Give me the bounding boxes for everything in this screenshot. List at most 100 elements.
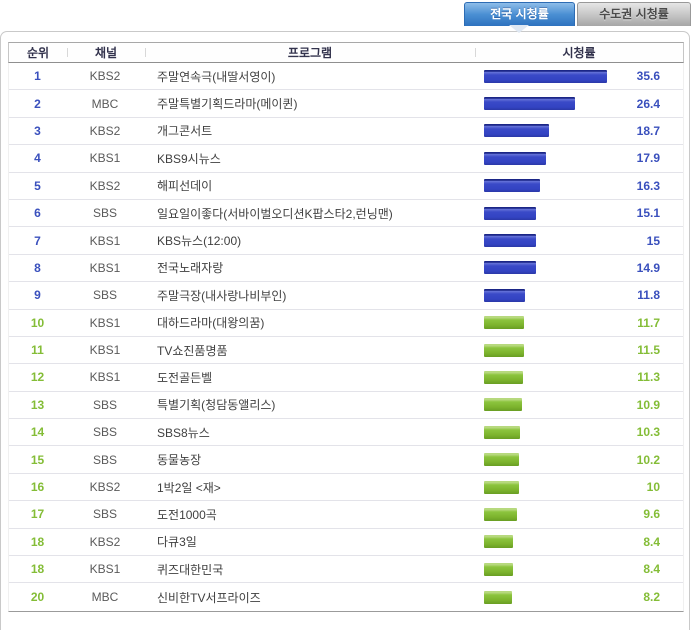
rank-cell: 16 [30,480,45,495]
program-cell: 개그콘서트 [157,124,213,139]
rating-bar [484,343,524,357]
active-tab-arrow-icon [509,25,529,33]
rating-bar [484,535,513,549]
rank-cell: 17 [30,507,45,522]
column-header-rating: 시청률 [475,44,683,61]
table-row: 9 SBS 주말극장(내사랑나비부인) 11.8 [9,282,683,310]
channel-cell: SBS [92,397,117,412]
channel-cell: KBS2 [89,123,121,138]
table-header-row: 순위 채널 프로그램 시청률 [8,42,684,63]
channel-cell: SBS [92,288,117,303]
rating-value: 8.2 [643,590,660,605]
rank-cell: 13 [30,397,45,412]
rating-bar [484,316,525,330]
rating-bar [484,179,541,193]
ratings-table: 순위 채널 프로그램 시청률 1 KBS2 주말연속극(내딸서영이) 35.6 … [8,42,684,612]
rating-value: 9.6 [643,507,660,522]
rating-bar [484,234,536,248]
channel-cell: SBS [92,425,117,440]
program-cell: 특별기획(청담동앨리스) [157,398,276,413]
rank-cell: 9 [34,288,41,303]
rating-cell: 11.8 [474,288,683,302]
table-row: 18 KBS2 다큐3일 8.4 [9,528,683,557]
table-row: 13 SBS 특별기획(청담동앨리스) 10.9 [9,391,683,420]
program-cell: 해피선데이 [157,179,213,194]
rating-bar [484,97,576,111]
table-row: 15 SBS 동물농장 10.2 [9,446,683,474]
rating-value: 14.9 [636,260,660,275]
program-cell: 1박2일 <재> [157,480,221,495]
channel-cell: KBS1 [89,343,121,358]
rating-bar [484,562,513,576]
table-row: 5 KBS2 해피선데이 16.3 [9,172,683,200]
table-row: 4 KBS1 KBS9시뉴스 17.9 [9,145,683,173]
rating-value: 16.3 [636,178,660,193]
program-cell: 주말특별기획드라마(메이퀸) [157,97,298,112]
table-row: 1 KBS2 주말연속극(내딸서영이) 35.6 [9,63,683,91]
channel-cell: SBS [92,507,117,522]
table-row: 8 KBS1 전국노래자랑 14.9 [9,254,683,283]
program-cell: 전국노래자랑 [157,261,224,276]
rating-cell: 17.9 [474,151,683,165]
table-body: 1 KBS2 주말연속극(내딸서영이) 35.6 2 MBC 주말특별기획드라마… [8,63,684,612]
tab-national-ratings[interactable]: 전국 시청률 [464,2,575,26]
rating-bar [484,370,523,384]
rating-bar [484,206,537,220]
rating-bar [484,151,546,165]
rating-value: 8.4 [643,562,660,577]
program-cell: KBS뉴스(12:00) [157,234,242,249]
table-row: 18 KBS1 퀴즈대한민국 8.4 [9,556,683,584]
channel-cell: KBS2 [89,534,121,549]
rating-value: 18.7 [636,123,660,138]
rating-bar [484,398,522,412]
rating-bar [484,590,513,604]
rating-cell: 10 [474,480,683,494]
program-cell: 다큐3일 [157,535,197,550]
channel-cell: SBS [92,452,117,467]
rank-cell: 1 [34,69,41,84]
rating-value: 11.5 [637,343,660,358]
tab-metro-ratings[interactable]: 수도권 시청률 [577,2,691,26]
table-row: 2 MBC 주말특별기획드라마(메이퀸) 26.4 [9,90,683,118]
rating-cell: 26.4 [474,97,683,111]
rank-cell: 15 [30,452,45,467]
rating-bar [484,124,549,138]
rating-cell: 35.6 [474,69,683,83]
table-row: 12 KBS1 도전골든벨 11.3 [9,364,683,392]
rating-cell: 9.6 [474,507,683,521]
rating-bar [484,69,607,83]
rank-cell: 8 [34,260,41,275]
rank-cell: 3 [34,123,41,138]
channel-cell: KBS1 [89,562,121,577]
program-cell: SBS8뉴스 [157,425,210,440]
rating-bar [484,261,536,275]
rating-value: 10 [646,480,660,495]
program-cell: 도전골든벨 [157,370,213,385]
table-row: 10 KBS1 대하드라마(대왕의꿈) 11.7 [9,309,683,337]
channel-cell: KBS2 [89,178,121,193]
rating-cell: 15 [474,234,683,248]
rank-cell: 11 [31,343,44,358]
program-cell: TV쇼진품명품 [157,343,228,358]
channel-cell: KBS1 [89,233,121,248]
rating-cell: 10.2 [474,453,683,467]
channel-cell: SBS [92,206,117,221]
rating-bar [484,480,519,494]
rank-cell: 18 [30,562,45,577]
ratings-panel: 순위 채널 프로그램 시청률 1 KBS2 주말연속극(내딸서영이) 35.6 … [0,31,690,630]
rating-bar [484,453,520,467]
rank-cell: 14 [30,425,45,440]
rating-cell: 8.4 [474,562,683,576]
rating-value: 15 [646,233,660,248]
table-row: 17 SBS 도전1000곡 9.6 [9,501,683,529]
table-row: 6 SBS 일요일이좋다(서바이벌오디션K팝스타2,런닝맨) 15.1 [9,199,683,228]
rank-cell: 5 [34,178,41,193]
program-cell: 대하드라마(대왕의꿈) [157,316,265,331]
rating-cell: 8.2 [474,590,683,604]
table-row: 14 SBS SBS8뉴스 10.3 [9,419,683,447]
column-header-channel: 채널 [67,44,145,61]
rating-cell: 10.3 [474,425,683,439]
rating-value: 8.4 [643,534,660,549]
rating-cell: 14.9 [474,261,683,275]
program-cell: KBS9시뉴스 [157,151,221,166]
